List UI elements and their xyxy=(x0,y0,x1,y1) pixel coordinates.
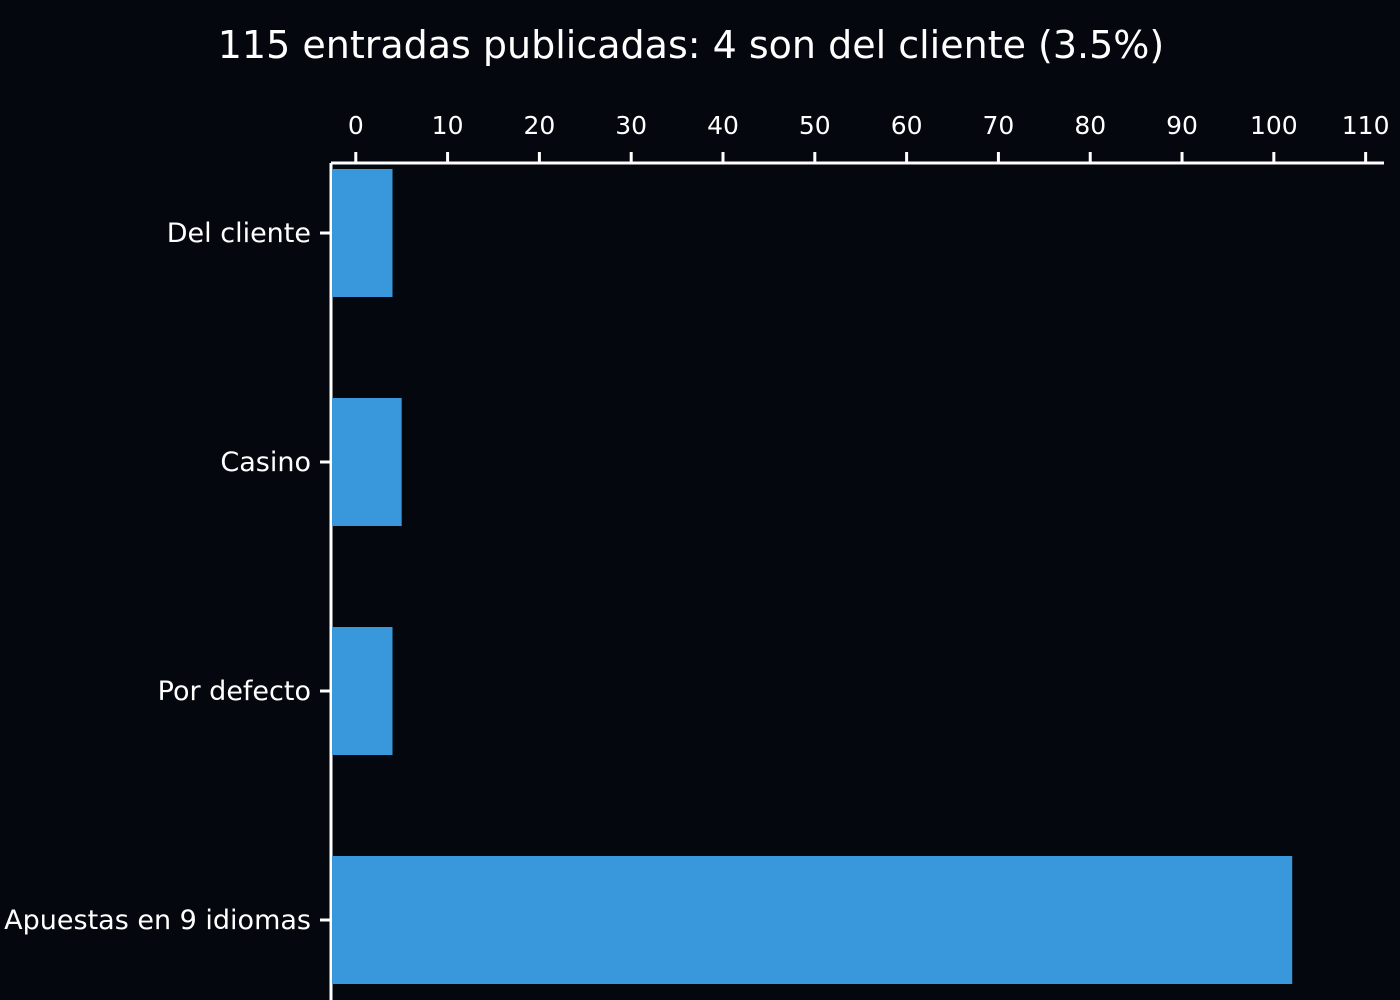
bar xyxy=(332,627,393,755)
y-axis: Del cliente Casino Por defecto Apuestas en … xyxy=(4,163,333,1000)
x-tick-label: 30 xyxy=(615,111,647,140)
x-tick-label: 80 xyxy=(1074,111,1106,140)
x-tick-label: 50 xyxy=(799,111,831,140)
x-tick-label: 90 xyxy=(1166,111,1198,140)
x-tick-label: 10 xyxy=(432,111,464,140)
chart-title: 115 entradas publicadas: 4 son del clien… xyxy=(218,23,1165,67)
x-tick-label: 60 xyxy=(891,111,923,140)
x-tick-label: 0 xyxy=(348,111,364,140)
x-tick-label: 40 xyxy=(707,111,739,140)
category-label: Casino xyxy=(220,447,311,478)
category-label: Por defecto xyxy=(158,676,311,707)
bars-group xyxy=(332,169,1293,984)
bar xyxy=(332,398,402,526)
category-label: Del cliente xyxy=(167,218,311,249)
category-label: Apuestas en 9 idiomas xyxy=(4,905,311,936)
bar xyxy=(332,169,393,297)
bar xyxy=(332,856,1293,984)
x-tick-label: 70 xyxy=(983,111,1015,140)
x-tick-label: 20 xyxy=(523,111,555,140)
x-axis: 0 10 20 30 40 50 60 70 80 90 100 110 xyxy=(331,111,1390,165)
x-tick-label: 110 xyxy=(1342,111,1390,140)
x-tick-label: 100 xyxy=(1250,111,1298,140)
